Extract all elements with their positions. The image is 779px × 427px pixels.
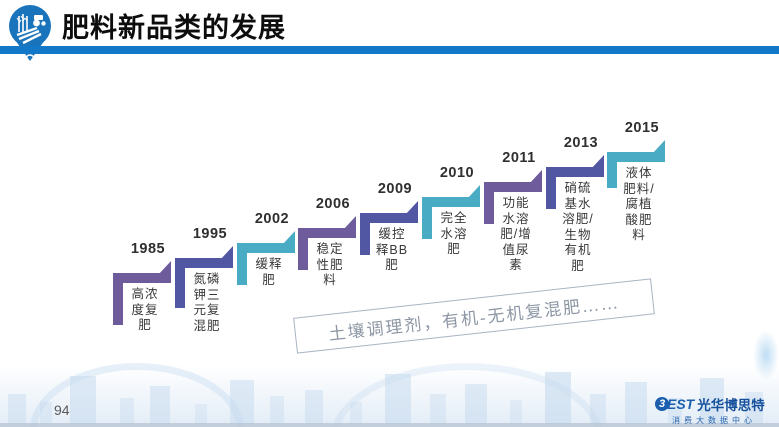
brand-name: 光华博思特: [697, 398, 765, 413]
page-number: 94: [54, 402, 70, 418]
step-arrow-icon: [405, 201, 418, 215]
brand-subtitle: 消费大数据中心: [672, 416, 756, 425]
building: [195, 404, 207, 424]
step-arrow-icon: [591, 155, 604, 169]
brand-latin: EST: [667, 396, 695, 412]
step-year: 1995: [192, 226, 228, 242]
step-year: 2013: [563, 135, 599, 151]
step-label: 缓控 释BB 肥: [375, 227, 409, 272]
step-year: 2015: [624, 120, 660, 136]
building: [545, 372, 571, 424]
bottom-edge: [0, 423, 779, 427]
timeline-step-2002: 2002 缓释 肥: [237, 211, 307, 287]
step-bar: [237, 243, 295, 253]
step-arrow-icon: [282, 231, 295, 245]
building: [8, 394, 26, 424]
step-bar: [607, 152, 665, 162]
step-bar: [484, 182, 542, 192]
step-label: 功能 水溶 肥/增 值尿 素: [500, 196, 532, 272]
step-label: 氮磷 钾三 元复 混肥: [193, 272, 221, 333]
step-leg: [298, 228, 308, 270]
timeline-step-2006: 2006 稳定 性肥 料: [298, 196, 368, 287]
step-arrow-icon: [529, 170, 542, 184]
step-year: 2006: [315, 196, 351, 212]
building: [230, 380, 254, 424]
step-label: 稳定 性肥 料: [316, 242, 344, 287]
page-title: 肥料新品类的发展: [62, 13, 286, 43]
step-leg: [607, 152, 617, 188]
step-arrow-icon: [652, 140, 665, 154]
step-bar: [175, 258, 233, 268]
brand-logo: 3 EST 光华博思特 消费大数据中心: [655, 394, 773, 426]
step-leg: [422, 197, 432, 239]
timeline-step-2010: 2010 完全 水溶 肥: [422, 165, 492, 256]
step-leg: [175, 258, 185, 308]
step-bar: [360, 213, 418, 223]
timeline-step-2009: 2009 缓控 释BB 肥: [360, 181, 430, 272]
step-bar: [298, 228, 356, 238]
building: [305, 390, 323, 424]
step-leg: [113, 273, 123, 325]
building: [625, 382, 647, 424]
header-divider: [0, 46, 779, 54]
timeline-step-1995: 1995 氮磷 钾三 元复 混肥: [175, 226, 245, 333]
building: [430, 394, 446, 424]
step-leg: [484, 182, 494, 224]
step-leg: [360, 213, 370, 255]
step-year: 2010: [439, 165, 475, 181]
step-arrow-icon: [158, 261, 171, 275]
step-arrow-icon: [467, 185, 480, 199]
step-bar: [113, 273, 171, 283]
building: [510, 400, 522, 424]
soil-conditioner-banner: 土壤调理剂，有机-无机复混肥……: [293, 278, 655, 354]
step-label: 高浓 度复 肥: [131, 287, 159, 332]
background-wash: [753, 330, 779, 380]
step-year: 2011: [502, 150, 536, 166]
step-label: 液体 肥料/ 腐植 酸肥 料: [623, 166, 655, 242]
step-arrow-icon: [343, 216, 356, 230]
timeline-step-2011: 2011 功能 水溶 肥/增 值尿 素: [484, 150, 554, 272]
swoosh-decoration: [330, 363, 604, 427]
step-bar: [546, 167, 604, 177]
step-bar: [422, 197, 480, 207]
building: [40, 402, 52, 424]
step-year: 2002: [254, 211, 290, 227]
timeline-step-1985: 1985 高浓 度复 肥: [113, 241, 183, 332]
timeline-step-2013: 2013 硝硫 基水 溶肥/ 生物 有机 肥: [546, 135, 616, 273]
step-label: 硝硫 基水 溶肥/ 生物 有机 肥: [562, 181, 594, 273]
building: [385, 374, 411, 424]
step-label: 完全 水溶 肥: [440, 211, 468, 256]
building: [70, 376, 96, 424]
timeline-step-2015: 2015 液体 肥料/ 腐植 酸肥 料: [607, 120, 677, 242]
building: [465, 384, 487, 424]
step-leg: [237, 243, 247, 285]
agriculture-pin-logo-icon: [9, 5, 51, 61]
step-year: 2009: [377, 181, 413, 197]
step-label: 缓释 肥: [255, 257, 283, 287]
brand-circle-icon: 3: [655, 397, 669, 411]
step-leg: [546, 167, 556, 209]
building: [270, 396, 284, 424]
step-arrow-icon: [220, 246, 233, 260]
building: [350, 402, 362, 424]
step-year: 1985: [130, 241, 166, 257]
building: [150, 386, 170, 424]
building: [120, 398, 134, 424]
building: [590, 394, 606, 424]
